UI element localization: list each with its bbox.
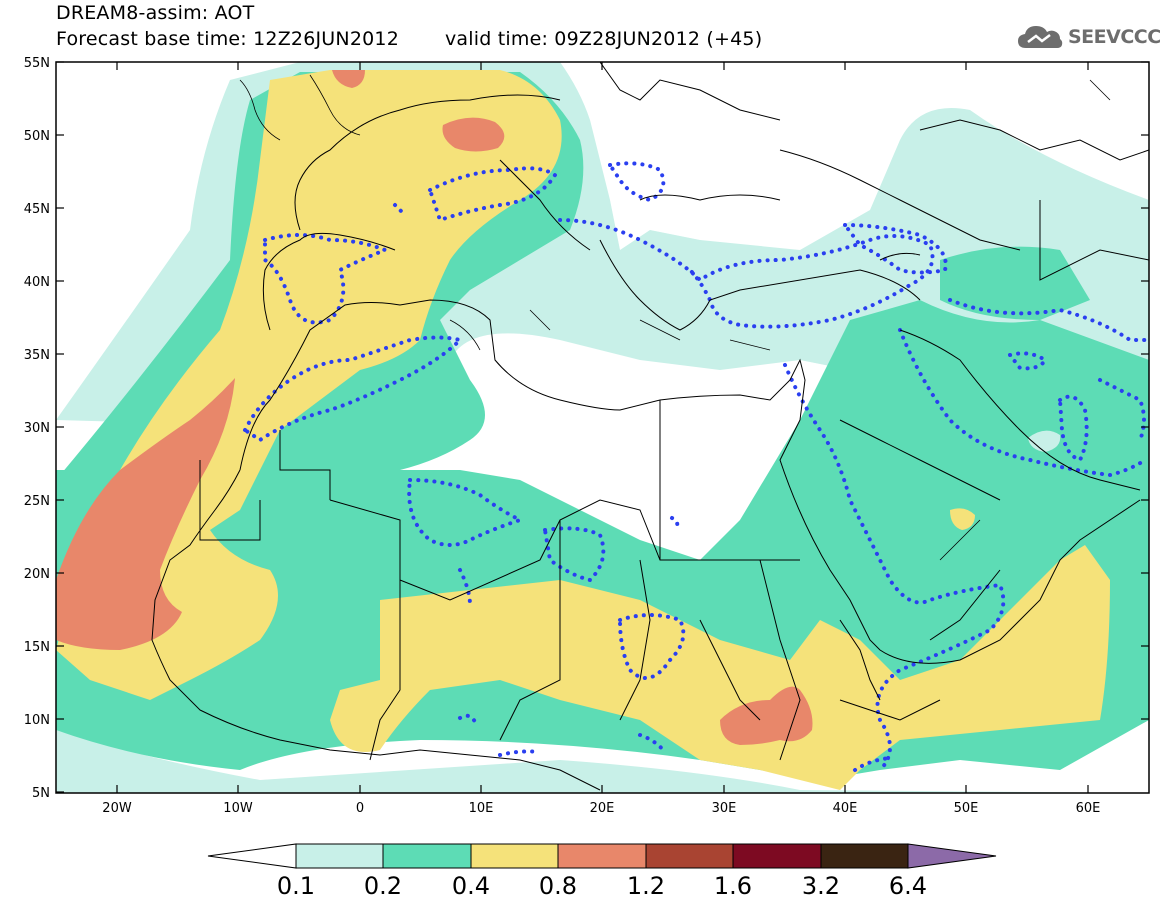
cloud-icon — [1018, 26, 1063, 48]
lat-label: 25N — [24, 494, 50, 509]
lat-label: 20N — [24, 567, 50, 582]
lon-label: 40E — [833, 801, 858, 816]
aot-band-0.4 — [56, 70, 1110, 790]
coastlines — [151, 62, 1149, 791]
colorbar-label: 0.1 — [277, 872, 315, 900]
lat-label: 45N — [24, 202, 50, 217]
lat-label: 30N — [24, 421, 50, 436]
lat-label: 40N — [24, 275, 50, 290]
lat-label: 5N — [32, 786, 50, 801]
lon-label: 10W — [223, 801, 253, 816]
colorbar-label: 1.2 — [627, 872, 665, 900]
lon-label: 10E — [469, 801, 494, 816]
valid-time: valid time: 09Z28JUN2012 (+45) — [444, 28, 763, 50]
base-time: Forecast base time: 12Z26JUN2012 — [56, 28, 399, 50]
islands — [239, 74, 1111, 561]
colorbar-label: 0.2 — [364, 872, 402, 900]
forecast-times: Forecast base time: 12Z26JUN2012 valid ti… — [56, 28, 762, 50]
colorbar-bin — [382, 843, 472, 869]
colorbar-bin — [732, 843, 822, 869]
lat-label: 50N — [24, 129, 50, 144]
colorbar-label: 0.8 — [539, 872, 577, 900]
lon-label: 60E — [1076, 801, 1101, 816]
lat-label: 55N — [24, 56, 50, 71]
lon-label: 20E — [590, 801, 615, 816]
colorbar-high-arrow — [907, 843, 997, 869]
longitude-labels: 20W 10W 0 10E 20E 30E 40E 50E 60E — [102, 801, 1100, 816]
colorbar-labels: 0.1 0.2 0.4 0.8 1.2 1.6 3.2 6.4 — [277, 872, 927, 900]
colorbar — [207, 843, 997, 869]
aot-band-0.8 — [56, 70, 813, 745]
colorbar-label: 6.4 — [889, 872, 927, 900]
colorbar-low-arrow — [207, 843, 297, 869]
colorbar-bin — [645, 843, 734, 869]
aot-field — [56, 62, 1149, 793]
axis-ticks — [56, 61, 1149, 793]
dotted-isolines — [242, 161, 1149, 772]
lat-label: 15N — [24, 640, 50, 655]
colorbar-bin — [557, 843, 647, 869]
latitude-labels: 55N 50N 45N 40N 35N 30N 25N 20N 15N 10N … — [24, 56, 50, 801]
lon-label: 30E — [712, 801, 737, 816]
map-title: DREAM8-assim: AOT — [56, 2, 255, 24]
aot-band-0.1-patch — [1028, 430, 1061, 452]
lon-label: 50E — [954, 801, 979, 816]
colorbar-label: 0.4 — [452, 872, 490, 900]
lon-label: 0 — [356, 801, 364, 816]
colorbar-bin — [295, 843, 384, 869]
seevccc-logo: SEEVCCC — [1016, 22, 1161, 52]
colorbar-label: 1.6 — [714, 872, 752, 900]
lon-label: 20W — [102, 801, 132, 816]
colorbar-bin — [820, 843, 909, 869]
lat-label: 10N — [24, 713, 50, 728]
colorbar-label: 3.2 — [802, 872, 840, 900]
lat-label: 35N — [24, 348, 50, 363]
logo-text: SEEVCCC — [1068, 26, 1161, 48]
colorbar-bin — [470, 843, 559, 869]
